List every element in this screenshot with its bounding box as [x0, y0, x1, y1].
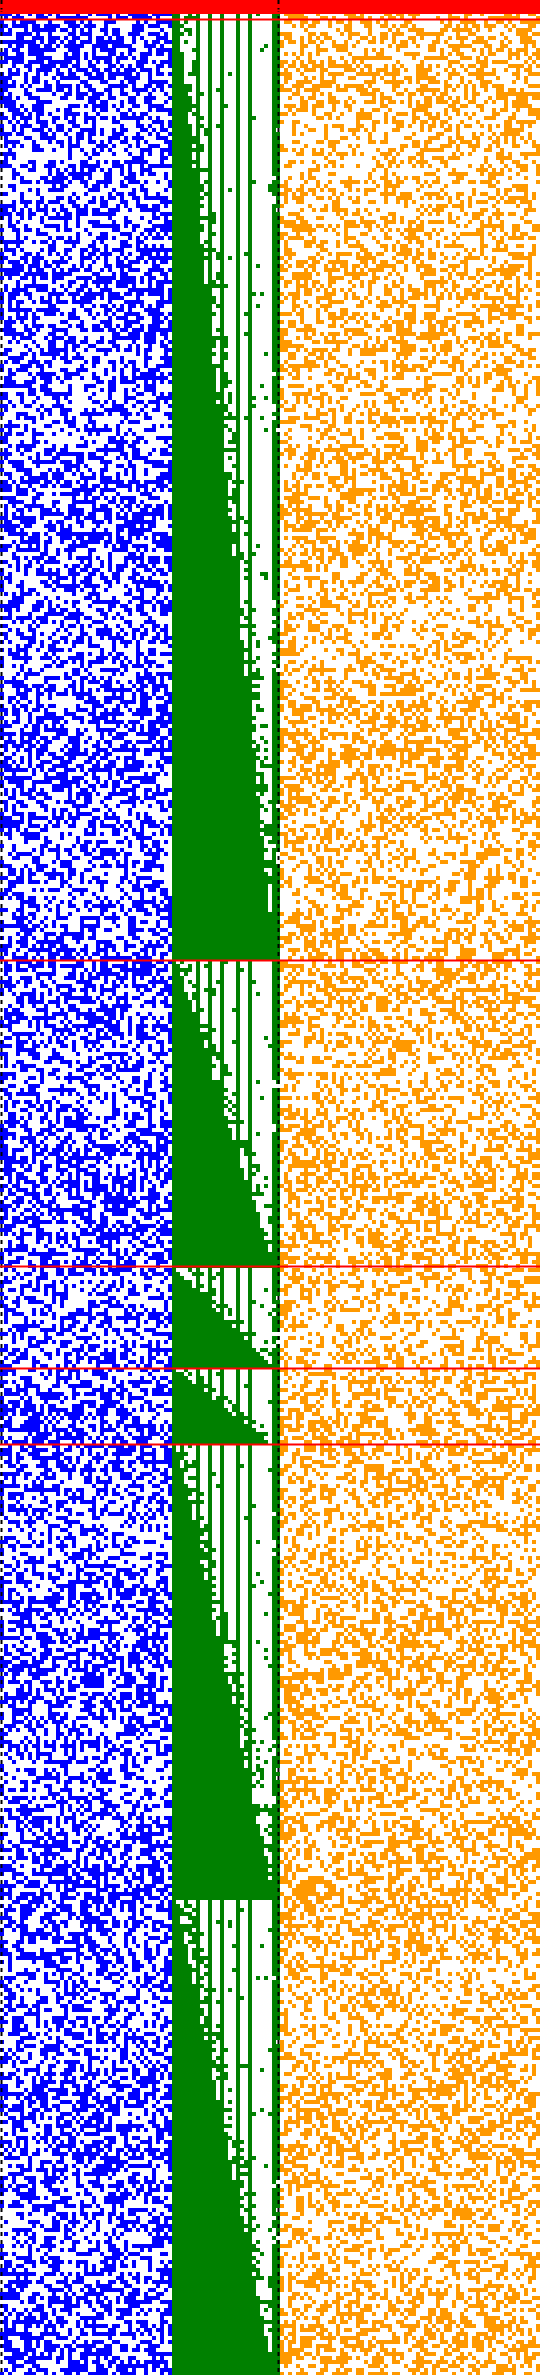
sortplot-matrix: [0, 0, 540, 2375]
